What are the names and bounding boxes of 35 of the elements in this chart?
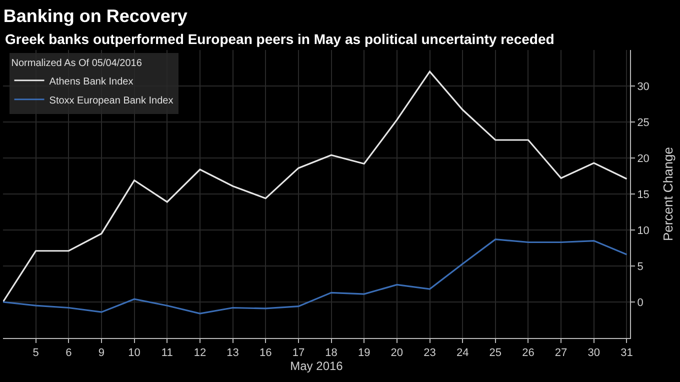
y-tick-label: 30: [637, 80, 650, 93]
x-tick-label: 11: [161, 347, 173, 360]
x-tick-label: 13: [226, 347, 239, 360]
x-tick-label: 24: [456, 347, 469, 360]
legend-title: Normalized As Of 05/04/2016: [11, 58, 142, 69]
y-tick-label: 25: [637, 116, 650, 129]
y-tick-label: 0: [637, 296, 644, 309]
y-tick-label: 20: [637, 152, 650, 165]
x-tick-label: 19: [358, 347, 370, 360]
x-tick-label: 6: [66, 347, 72, 360]
line-series: [3, 238, 628, 314]
line-series: [3, 70, 628, 303]
chart-subtitle: Greek banks outperformed European peers in May as political uncertainty receded: [5, 31, 554, 47]
y-axis-title: Percent Change: [660, 147, 676, 241]
x-tick-label: 12: [194, 347, 206, 360]
x-tick-label: 10: [128, 347, 140, 360]
chart-title: Banking on Recovery: [3, 6, 188, 26]
x-tick-label: 30: [588, 347, 600, 360]
y-tick-label: 15: [637, 188, 650, 201]
legend-label: Athens Bank Index: [49, 76, 134, 88]
x-tick-label: 20: [390, 347, 404, 360]
x-tick-label: 18: [325, 347, 338, 360]
x-axis-title: May 2016: [290, 359, 344, 374]
legend-label: Stoxx European Bank Index: [49, 95, 174, 106]
y-tick-label: 5: [637, 260, 644, 273]
x-tick-label: 17: [292, 347, 305, 360]
x-tick-label: 27: [554, 347, 568, 360]
x-tick-label: 23: [424, 347, 436, 360]
y-tick-label: 10: [637, 224, 650, 237]
x-tick-label: 25: [489, 347, 502, 360]
x-tick-label: 26: [522, 347, 534, 360]
x-tick-label: 31: [620, 347, 633, 360]
x-tick-label: 9: [98, 347, 105, 360]
x-tick-label: 5: [32, 347, 39, 360]
x-tick-label: 16: [259, 347, 272, 360]
